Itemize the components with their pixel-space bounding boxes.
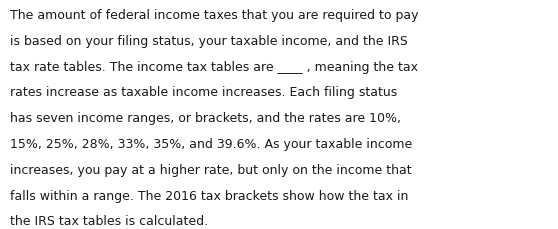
Text: falls within a range. The 2016 tax brackets show how the tax in: falls within a range. The 2016 tax brack… — [10, 189, 408, 202]
Text: 15%, 25%, 28%, 33%, 35%, and 39.6%. As your taxable income: 15%, 25%, 28%, 33%, 35%, and 39.6%. As y… — [10, 137, 412, 150]
Text: rates increase as taxable income increases. Each filing status: rates increase as taxable income increas… — [10, 86, 397, 99]
Text: the IRS tax tables is calculated.: the IRS tax tables is calculated. — [10, 214, 208, 227]
Text: tax rate tables. The income tax tables are ____ , meaning the tax: tax rate tables. The income tax tables a… — [10, 60, 418, 74]
Text: The amount of federal income taxes that you are required to pay: The amount of federal income taxes that … — [10, 9, 418, 22]
Text: increases, you pay at a higher rate, but only on the income that: increases, you pay at a higher rate, but… — [10, 163, 412, 176]
Text: has seven income ranges, or brackets, and the rates are 10%,: has seven income ranges, or brackets, an… — [10, 112, 401, 125]
Text: is based on your filing status, your taxable income, and the IRS: is based on your filing status, your tax… — [10, 35, 408, 48]
